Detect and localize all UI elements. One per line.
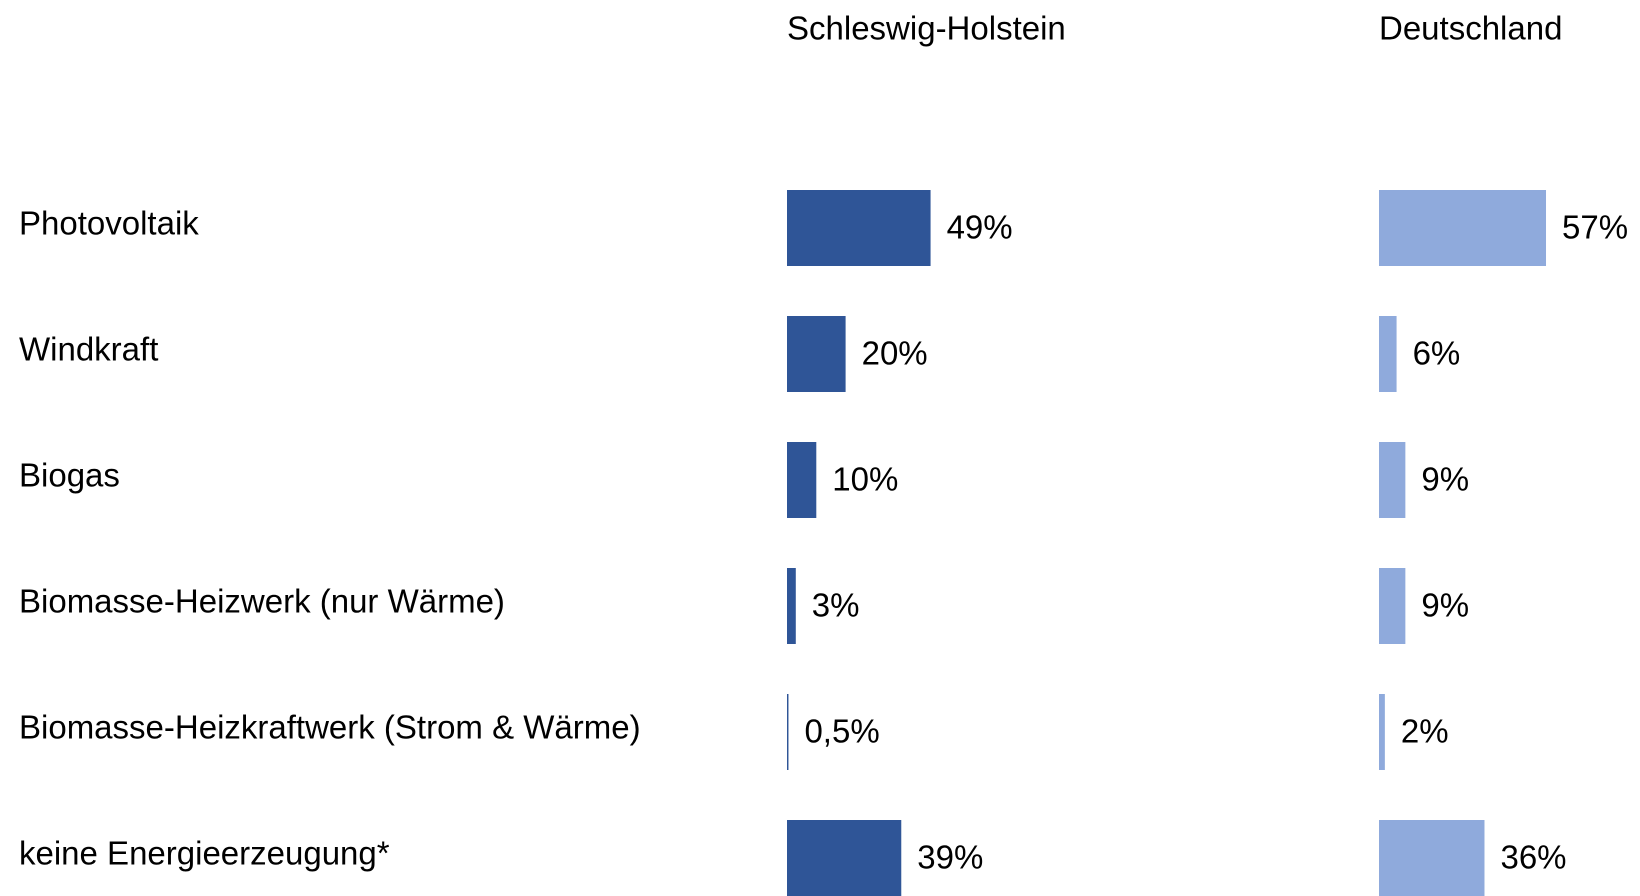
bar: [1379, 694, 1385, 770]
value-label: 0,5%: [804, 713, 879, 750]
value-label: 10%: [832, 461, 898, 498]
category-label: Photovoltaik: [19, 205, 199, 242]
bar: [787, 316, 846, 392]
bar: [1379, 316, 1397, 392]
value-label: 2%: [1401, 713, 1449, 750]
value-label: 20%: [862, 335, 928, 372]
value-label: 49%: [947, 209, 1013, 246]
bar: [787, 694, 789, 770]
bar: [787, 190, 931, 266]
bar: [1379, 190, 1547, 266]
value-label: 36%: [1500, 839, 1566, 876]
panel-title: Schleswig-Holstein: [787, 10, 1066, 47]
panel-title: Deutschland: [1379, 10, 1562, 47]
bar: [787, 568, 796, 644]
value-label: 9%: [1421, 461, 1469, 498]
category-label: keine Energieerzeugung*: [19, 835, 390, 872]
bar: [1379, 820, 1485, 896]
category-label: Biomasse-Heizkraftwerk (Strom & Wärme): [19, 709, 641, 746]
category-label: Windkraft: [19, 331, 158, 368]
value-label: 6%: [1413, 335, 1461, 372]
value-label: 39%: [917, 839, 983, 876]
value-label: 9%: [1421, 587, 1469, 624]
bar: [787, 820, 902, 896]
bar: [1379, 568, 1406, 644]
value-label: 3%: [812, 587, 860, 624]
category-label: Biomasse-Heizwerk (nur Wärme): [19, 583, 505, 620]
value-label: 57%: [1562, 209, 1628, 246]
bar: [787, 442, 817, 518]
category-label: Biogas: [19, 457, 120, 494]
bar: [1379, 442, 1406, 518]
